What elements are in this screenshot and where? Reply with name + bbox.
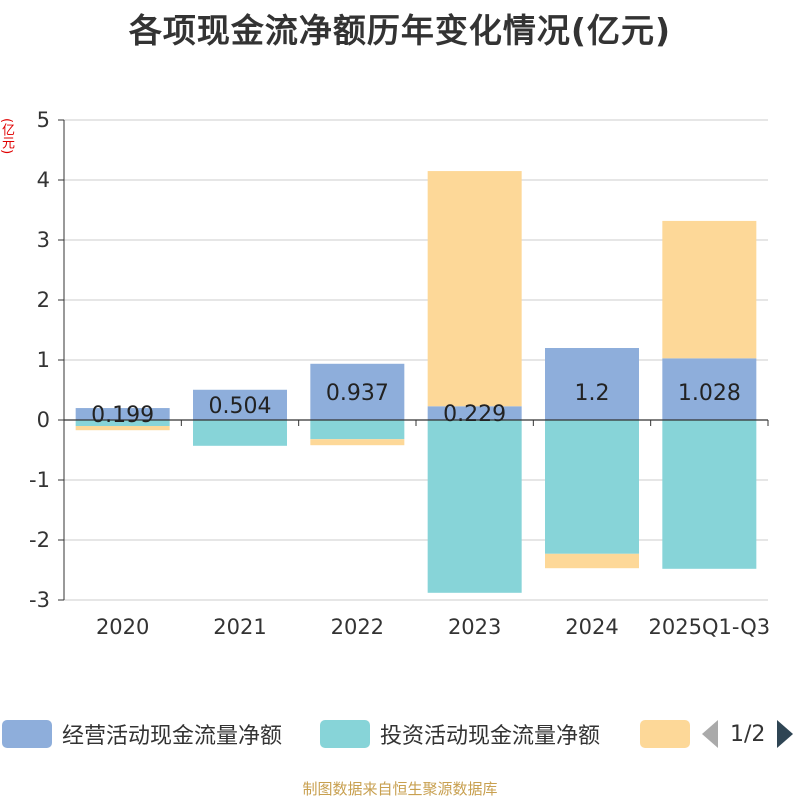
legend: 经营活动现金流量净额 投资活动现金流量净额 1/2: [0, 716, 800, 752]
x-tick-label: 2025Q1-Q3: [649, 615, 771, 639]
bar-s2-2024: [545, 553, 639, 569]
bar-s0-2024: [545, 348, 639, 420]
y-tick-label: 1: [37, 348, 50, 372]
bar-s1-2020: [75, 420, 170, 426]
bar-s1-2025Q1-Q3: [662, 420, 757, 569]
y-axis-unit: (亿元): [0, 118, 14, 155]
legend-pager: 1/2: [702, 716, 794, 752]
legend-swatch-operating: [2, 720, 52, 748]
legend-item-financing[interactable]: [640, 716, 700, 752]
data-label: 1.028: [678, 381, 741, 406]
source-footer: 制图数据来自恒生聚源数据库: [302, 780, 498, 798]
y-tick-label: -1: [29, 468, 50, 492]
bar-s0-2020: [75, 408, 170, 420]
legend-item-investing[interactable]: 投资活动现金流量净额: [320, 716, 600, 752]
chart-plot: 5 4 3 2 1 0 -1 -2 -3 2020 2021 2022 2023 2024 2025Q1-Q…: [29, 108, 771, 639]
x-tick-label: 2021: [213, 615, 266, 639]
x-tick-label: 2023: [448, 615, 501, 639]
legend-swatch-investing: [320, 720, 370, 748]
bar-s1-2023: [427, 420, 522, 593]
legend-label-investing: 投资活动现金流量净额: [380, 724, 601, 749]
bar-s2-2025Q1-Q3: [662, 220, 757, 359]
bar-s1-2022: [310, 420, 405, 440]
data-label: 1.2: [575, 381, 610, 406]
x-tick-label: 2020: [96, 615, 149, 639]
data-label: 0.229: [443, 402, 506, 427]
legend-swatch-financing: [640, 720, 690, 748]
legend-page-indicator: 1/2: [730, 721, 766, 747]
legend-label-operating: 经营活动现金流量净额: [62, 724, 283, 749]
data-label: 0.199: [91, 403, 154, 428]
bar-s1-2021: [193, 420, 287, 446]
y-tick-label: 4: [37, 168, 50, 192]
legend-prev-icon[interactable]: [702, 720, 718, 748]
y-tick-label: 0: [37, 408, 50, 432]
y-tick-label: 3: [37, 228, 50, 252]
y-tick-label: 5: [37, 108, 50, 132]
bar-s0-2023: [427, 406, 522, 420]
bar-s2-2023: [427, 171, 522, 407]
x-tick-label: 2022: [331, 615, 384, 639]
y-tick-label: -3: [29, 588, 50, 612]
bar-s1-2024: [545, 420, 639, 554]
bar-s0-2025Q1-Q3: [662, 358, 757, 420]
bar-s0-2022: [310, 363, 405, 420]
data-label: 0.937: [326, 381, 389, 406]
bar-s2-2020: [75, 426, 170, 431]
chart-title: 各项现金流净额历年变化情况(亿元): [128, 11, 672, 50]
x-tick-label: 2024: [565, 615, 618, 639]
bar-s2-2022: [310, 439, 405, 446]
legend-item-operating[interactable]: 经营活动现金流量净额: [2, 716, 282, 752]
legend-next-icon[interactable]: [777, 720, 794, 748]
data-label: 0.504: [209, 394, 272, 419]
y-tick-label: -2: [29, 528, 50, 552]
y-tick-label: 2: [37, 288, 50, 312]
bar-s0-2021: [193, 389, 287, 420]
